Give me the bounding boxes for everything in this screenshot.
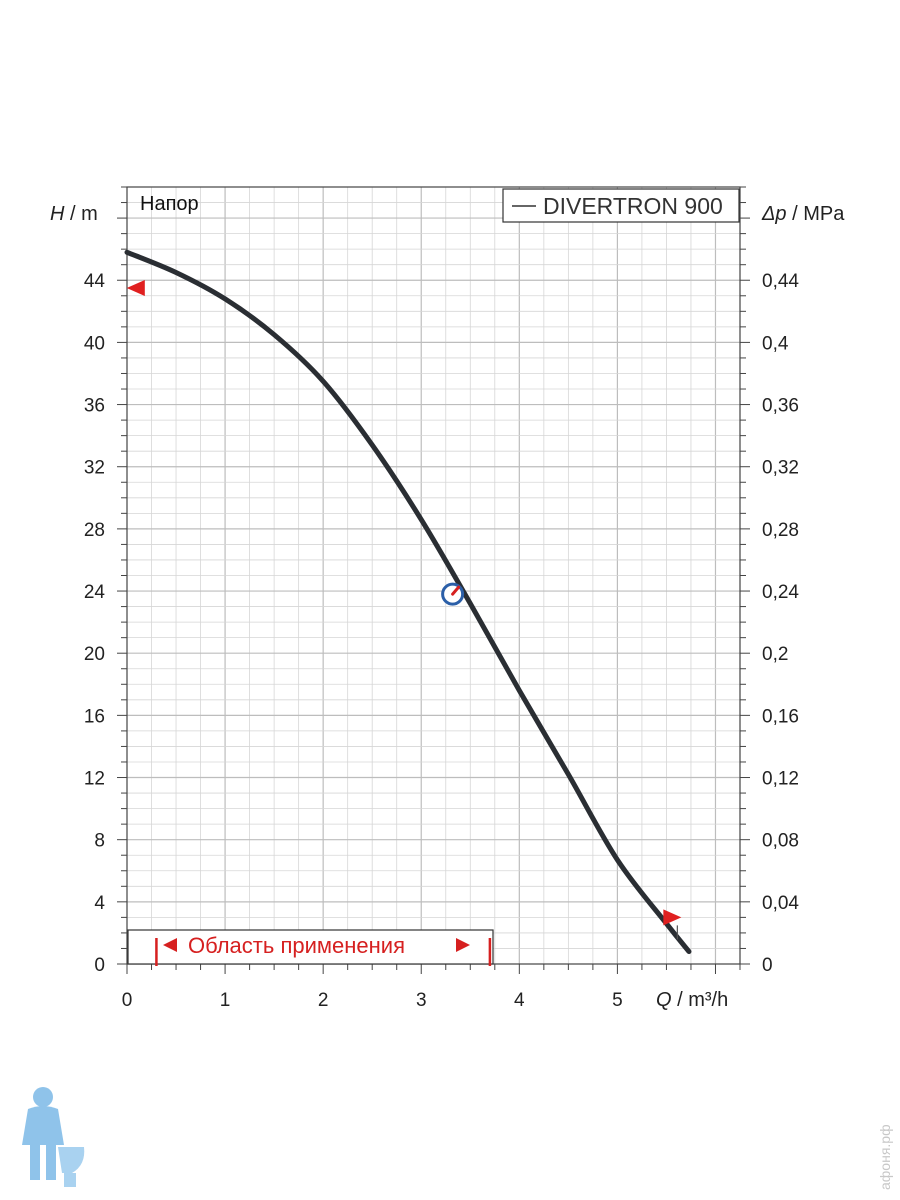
- y-left-axis-title: H / m: [50, 203, 98, 225]
- x-tick-label: 2: [318, 990, 329, 1011]
- y-left-tick-label: 40: [84, 333, 105, 354]
- grid: [127, 187, 740, 964]
- x-tick-label: 4: [514, 990, 525, 1011]
- y-right-tick-label: 0,32: [762, 458, 799, 479]
- y-left-tick-label: 36: [84, 396, 105, 417]
- y-left-tick-label: 20: [84, 644, 105, 665]
- y-left-tick-label: 8: [94, 831, 105, 852]
- min-pressure-marker: [126, 280, 145, 297]
- x-tick-label: 5: [612, 990, 623, 1011]
- y-left-tick-label: 32: [84, 458, 105, 479]
- pressure-gauge-icon: [441, 582, 465, 606]
- y-left-tick-label: 12: [84, 769, 105, 790]
- y-right-tick-labels: 0 0,04 0,08 0,12 0,16 0,2 0,24 0,28 0,32 0,36 0,4 0…: [762, 271, 799, 976]
- y-right-tick-label: 0,28: [762, 520, 799, 541]
- y-right-tick-label: 0: [762, 955, 773, 976]
- y-left-tick-label: 28: [84, 520, 105, 541]
- range-right-arrow: [456, 938, 470, 952]
- y-right-tick-label: 0,2: [762, 644, 788, 665]
- y-right-tick-label: 0,08: [762, 831, 799, 852]
- y-left-tick-label: 16: [84, 706, 105, 727]
- series-line-divertron: [124, 249, 692, 955]
- y-right-tick-label: 0,12: [762, 769, 799, 790]
- markers: [126, 280, 682, 940]
- max-flow-marker: [663, 909, 682, 926]
- y-right-tick-label: 0,4: [762, 333, 789, 354]
- panel-label: Напор: [140, 193, 199, 215]
- y-right-tick-label: 0,36: [762, 396, 799, 417]
- application-range-label: Область применения: [188, 933, 405, 958]
- application-range: Область применения: [127, 929, 494, 966]
- y-right-tick-label: 0,04: [762, 893, 799, 914]
- gauge-needle: [451, 585, 461, 596]
- y-right-tick-label: 0,16: [762, 706, 799, 727]
- legend: DIVERTRON 900: [502, 188, 740, 223]
- y-left-tick-label: 24: [84, 582, 106, 603]
- watermark-text: афоня.рф: [877, 1124, 893, 1190]
- x-axis-title: Q / m³/h: [656, 989, 728, 1011]
- y-right-axis-title: Δp / MPa: [761, 203, 845, 225]
- y-right-tick-label: 0,24: [762, 582, 799, 603]
- x-tick-label: 3: [416, 990, 427, 1011]
- mascot-logo: [22, 1087, 85, 1187]
- y-left-tick-labels: 0 4 8 12 16 20 24 28 32 36 40 44: [84, 271, 106, 976]
- x-tick-label: 0: [122, 990, 133, 1011]
- x-tick-labels: 0 1 2 3 4 5: [122, 990, 623, 1011]
- y-left-tick-label: 44: [84, 271, 106, 292]
- legend-entry-divertron: DIVERTRON 900: [543, 193, 723, 219]
- y-right-tick-label: 0,44: [762, 271, 799, 292]
- legend-box: [502, 188, 740, 223]
- range-left-arrow: [163, 938, 177, 952]
- x-tick-label: 1: [220, 990, 231, 1011]
- application-range-box: [127, 929, 494, 965]
- y-left-tick-label: 4: [94, 893, 105, 914]
- y-left-tick-label: 0: [94, 955, 105, 976]
- axes: [117, 186, 750, 974]
